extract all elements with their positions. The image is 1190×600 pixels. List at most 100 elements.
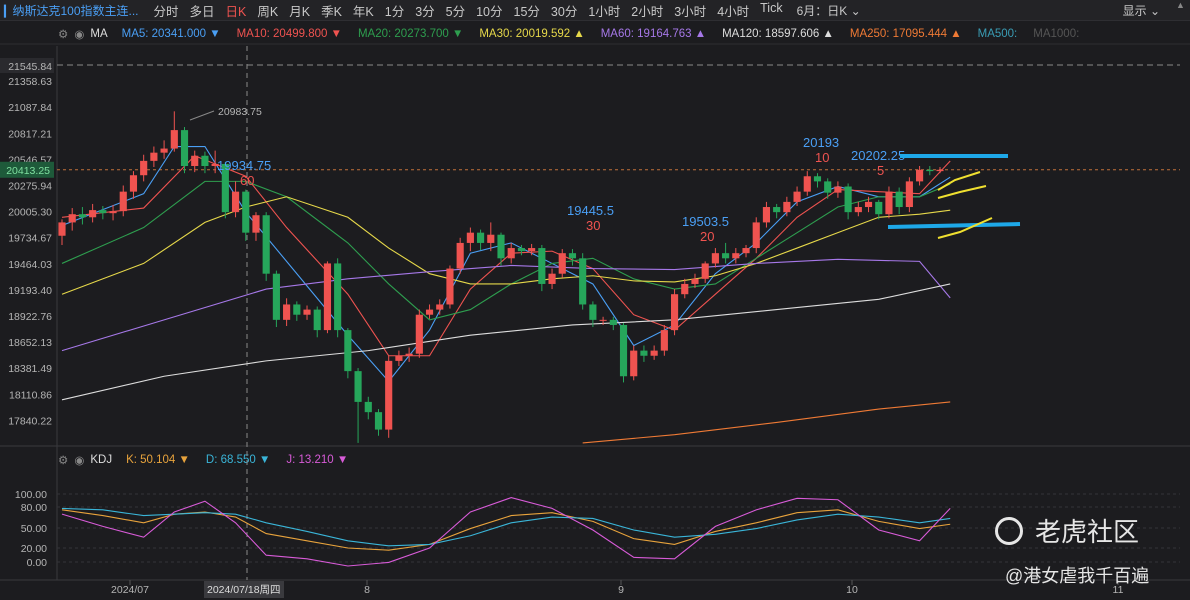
candle-body bbox=[354, 371, 362, 402]
kdj-items: K: 50.104 ▼ D: 68.550 ▼ J: 13.210 ▼ bbox=[126, 454, 364, 466]
timeframe-2[interactable]: 日K bbox=[225, 4, 247, 19]
instrument-title[interactable]: 纳斯达克100指数主连... bbox=[4, 2, 138, 19]
annotation-label: 5 bbox=[877, 163, 884, 178]
eye-icon[interactable]: ◉ bbox=[74, 455, 85, 467]
legend-ma5[interactable]: MA5: 20341.000 ▼ bbox=[121, 28, 221, 40]
price-tick-label: 18652.13 bbox=[8, 337, 52, 349]
timeframe-0[interactable]: 分时 bbox=[153, 4, 179, 19]
candle-body bbox=[619, 324, 628, 377]
timeframe-9[interactable]: 5分 bbox=[445, 4, 466, 19]
annotation-label: 20983.75 bbox=[218, 106, 262, 118]
candle-body bbox=[701, 263, 709, 279]
legend-ma500[interactable]: MA500: bbox=[977, 28, 1018, 40]
kdj-line-j bbox=[61, 497, 951, 567]
candle-body bbox=[180, 130, 189, 166]
candle-body bbox=[824, 181, 832, 193]
period-dropdown-label: 6月：日K bbox=[796, 3, 848, 18]
candle-body bbox=[160, 148, 168, 153]
candle-body bbox=[425, 309, 434, 315]
timeframe-17[interactable]: Tick bbox=[760, 0, 783, 15]
kdj-legend-j[interactable]: J: 13.210 ▼ bbox=[286, 454, 349, 466]
annotation-label: 60 bbox=[240, 173, 254, 188]
kdj-legend-d[interactable]: D: 68.550 ▼ bbox=[205, 454, 271, 466]
gear-icon[interactable]: ⚙ bbox=[58, 29, 69, 41]
timeframe-6[interactable]: 年K bbox=[352, 4, 374, 19]
candle-body bbox=[609, 319, 617, 325]
legend-ma120[interactable]: MA120: 18597.606 ▲ bbox=[722, 28, 834, 40]
drawn-yellow-3 bbox=[937, 217, 993, 239]
drawn-yellow-1 bbox=[937, 171, 981, 191]
candle-body bbox=[711, 253, 719, 264]
timeframe-14[interactable]: 2小时 bbox=[631, 4, 664, 19]
candle-body bbox=[385, 360, 393, 430]
candle-body bbox=[732, 253, 740, 259]
candle-body bbox=[303, 309, 311, 315]
legend-ma60[interactable]: MA60: 19164.763 ▲ bbox=[600, 28, 707, 40]
kdj-legend-k[interactable]: K: 50.104 ▼ bbox=[126, 454, 190, 466]
kdj-legend: ⚙ ◉ KDJ K: 50.104 ▼ D: 68.550 ▼ J: 13.210 … bbox=[58, 451, 364, 469]
annotation-label: 19445.5 bbox=[567, 203, 614, 218]
candle-body bbox=[548, 273, 556, 284]
candle-body bbox=[201, 155, 209, 166]
candle-body bbox=[864, 201, 873, 208]
candle-body bbox=[834, 186, 842, 193]
ma-line-ma20 bbox=[61, 180, 951, 321]
candle-body bbox=[272, 273, 280, 320]
last-price-box bbox=[0, 58, 54, 73]
ma-line-ma60 bbox=[61, 258, 951, 352]
period-dropdown[interactable]: 6月：日K ⌄ bbox=[797, 2, 861, 19]
candle-body bbox=[558, 253, 566, 274]
candle-body bbox=[466, 232, 474, 243]
display-menu[interactable]: 显示 ⌄ bbox=[1123, 2, 1160, 19]
candle-body bbox=[752, 222, 760, 249]
candle-body bbox=[119, 191, 127, 212]
candle-body bbox=[477, 232, 485, 243]
timeframe-4[interactable]: 月K bbox=[289, 4, 311, 19]
timeframe-12[interactable]: 30分 bbox=[550, 4, 578, 19]
ma-legend: ⚙ ◉ MA MA5: 20341.000 ▼ MA10: 20499.800 ▼… bbox=[58, 25, 1095, 43]
chevron-down-icon: ⌄ bbox=[850, 3, 861, 18]
timeframe-8[interactable]: 3分 bbox=[415, 4, 435, 19]
kdj-indicator-name[interactable]: KDJ bbox=[90, 454, 113, 466]
candle-body bbox=[579, 258, 587, 305]
crosshair-date-label: 2024/07/18周四 bbox=[204, 581, 284, 598]
price-tick-label: 18922.76 bbox=[8, 311, 52, 323]
timeframe-list: 分时 多日 日K 周K 月K 季K 年K 1分 3分 5分 10分 15分 30分 1小时 2小时 3小时 4小… bbox=[149, 1, 789, 20]
ma-indicator-name[interactable]: MA bbox=[90, 28, 108, 40]
x-tick-label: 8 bbox=[364, 584, 370, 596]
candle-body bbox=[773, 207, 781, 213]
legend-ma30[interactable]: MA30: 20019.592 ▲ bbox=[479, 28, 585, 40]
timeframe-7[interactable]: 1分 bbox=[384, 4, 405, 19]
x-tick-label: 9 bbox=[618, 584, 624, 596]
candle-body bbox=[129, 175, 138, 192]
candle-body bbox=[854, 207, 862, 213]
candle-body bbox=[691, 278, 699, 284]
candle-body bbox=[916, 169, 924, 182]
timeframe-3[interactable]: 周K bbox=[257, 4, 279, 19]
timeframe-1[interactable]: 多日 bbox=[189, 4, 215, 19]
candle-body bbox=[885, 191, 893, 215]
toolbar-scroll-handle[interactable]: ▲ bbox=[1176, 0, 1185, 10]
timeframe-13[interactable]: 1小时 bbox=[588, 4, 621, 19]
legend-ma1000[interactable]: MA1000: bbox=[1033, 28, 1080, 40]
candle-body bbox=[109, 211, 117, 214]
price-tick-label: 19464.03 bbox=[8, 259, 52, 271]
candle-body bbox=[99, 210, 107, 214]
timeframe-10[interactable]: 10分 bbox=[476, 4, 503, 19]
price-tick-label: 18381.49 bbox=[8, 363, 52, 375]
x-tick-label: 10 bbox=[846, 584, 858, 596]
legend-ma250[interactable]: MA250: 17095.444 ▲ bbox=[849, 28, 962, 40]
timeframe-16[interactable]: 4小时 bbox=[717, 4, 750, 19]
price-tick-label: 21087.84 bbox=[8, 102, 52, 114]
candle-body bbox=[283, 304, 291, 320]
drawn-line-bottom bbox=[887, 222, 1021, 229]
eye-icon[interactable]: ◉ bbox=[74, 29, 85, 41]
timeframe-11[interactable]: 15分 bbox=[513, 4, 540, 19]
candle-body bbox=[456, 242, 464, 269]
legend-ma20[interactable]: MA20: 20273.700 ▼ bbox=[357, 28, 464, 40]
timeframe-5[interactable]: 季K bbox=[321, 4, 342, 19]
gear-icon[interactable]: ⚙ bbox=[58, 455, 69, 467]
timeframe-15[interactable]: 3小时 bbox=[674, 4, 707, 19]
legend-ma10[interactable]: MA10: 20499.800 ▼ bbox=[236, 28, 342, 40]
